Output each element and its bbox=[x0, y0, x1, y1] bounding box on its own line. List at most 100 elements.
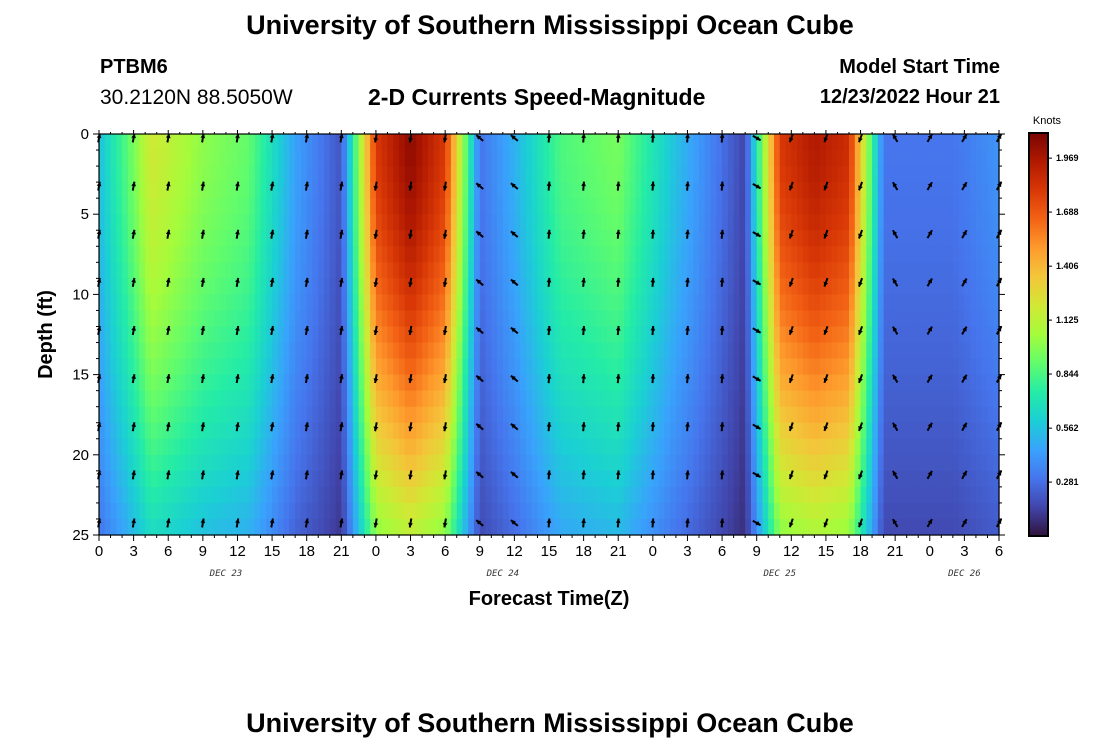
current-arrow-head bbox=[408, 185, 413, 191]
heatmap-cell bbox=[393, 502, 400, 520]
heatmap-cell bbox=[808, 182, 815, 199]
heatmap-cell bbox=[704, 134, 712, 151]
heatmap-cell bbox=[404, 438, 412, 456]
heatmap-cell bbox=[260, 438, 267, 456]
heatmap-cell bbox=[543, 214, 550, 231]
heatmap-cell bbox=[139, 342, 146, 360]
heatmap-cell bbox=[675, 374, 683, 392]
heatmap-cell bbox=[595, 390, 602, 408]
heatmap-cell bbox=[335, 310, 342, 328]
heatmap-cell bbox=[895, 374, 902, 392]
heatmap-cell bbox=[889, 454, 896, 472]
footer-title: University of Southern Mississippi Ocean… bbox=[246, 708, 854, 738]
heatmap-cell bbox=[970, 518, 977, 536]
heatmap-cell bbox=[577, 374, 585, 392]
current-arrow-head bbox=[373, 282, 379, 287]
heatmap-cell bbox=[670, 390, 677, 408]
heatmap-cell bbox=[820, 134, 827, 151]
heatmap-cell bbox=[364, 502, 371, 520]
heatmap-cell bbox=[745, 406, 752, 424]
heatmap-cell bbox=[341, 518, 348, 536]
heatmap-cell bbox=[664, 182, 671, 199]
heatmap-cell bbox=[774, 358, 781, 376]
heatmap-cell bbox=[549, 358, 556, 376]
heatmap-cell bbox=[900, 198, 908, 215]
heatmap-cell bbox=[906, 246, 914, 263]
heatmap-cell bbox=[422, 502, 429, 520]
heatmap-cell bbox=[260, 278, 267, 295]
heatmap-cell bbox=[612, 230, 619, 247]
heatmap-cell bbox=[479, 486, 487, 504]
heatmap-cell bbox=[220, 422, 227, 440]
heatmap-cell bbox=[814, 374, 821, 392]
heatmap-cell bbox=[618, 438, 625, 456]
heatmap-cell bbox=[808, 502, 815, 520]
heatmap-cell bbox=[658, 454, 665, 472]
current-arrow-head bbox=[581, 229, 586, 235]
heatmap-cell bbox=[104, 246, 112, 263]
heatmap-cell bbox=[520, 326, 527, 344]
heatmap-cell bbox=[277, 502, 285, 520]
heatmap-cell bbox=[410, 294, 417, 312]
heatmap-cell bbox=[370, 262, 377, 279]
heatmap-cell bbox=[820, 262, 827, 279]
heatmap-cell bbox=[393, 342, 400, 360]
heatmap-cell bbox=[508, 406, 515, 424]
heatmap-cell bbox=[935, 182, 942, 199]
heatmap-cell bbox=[468, 502, 475, 520]
heatmap-cell bbox=[312, 374, 319, 392]
current-arrow-head bbox=[373, 330, 379, 335]
heatmap-cell bbox=[295, 134, 302, 151]
heatmap-cell bbox=[831, 134, 839, 151]
heatmap-cell bbox=[612, 486, 619, 504]
heatmap-cell bbox=[924, 438, 931, 456]
heatmap-cell bbox=[964, 150, 971, 167]
heatmap-cell bbox=[450, 454, 458, 472]
heatmap-cell bbox=[150, 166, 158, 183]
heatmap-cell bbox=[289, 374, 296, 392]
heatmap-cell bbox=[514, 422, 521, 440]
current-arrow-head bbox=[581, 133, 586, 139]
heatmap-cell bbox=[375, 470, 383, 488]
heatmap-cell bbox=[687, 150, 694, 167]
heatmap-cell bbox=[474, 326, 481, 344]
heatmap-cell bbox=[906, 198, 914, 215]
current-arrow-head bbox=[962, 470, 967, 476]
heatmap-cell bbox=[554, 294, 562, 312]
heatmap-cell bbox=[208, 422, 215, 440]
heatmap-cell bbox=[399, 230, 406, 247]
current-arrow-head bbox=[858, 474, 863, 480]
heatmap-cell bbox=[479, 470, 487, 488]
heatmap-cell bbox=[445, 198, 452, 215]
heatmap-cell bbox=[583, 454, 590, 472]
heatmap-cell bbox=[664, 230, 671, 247]
heatmap-cell bbox=[254, 342, 262, 360]
heatmap-cell bbox=[877, 470, 885, 488]
heatmap-cell bbox=[162, 374, 169, 392]
heatmap-cell bbox=[531, 422, 539, 440]
heatmap-cell bbox=[139, 326, 146, 344]
heatmap-cell bbox=[572, 294, 579, 312]
heatmap-cell bbox=[600, 182, 608, 199]
heatmap-cell bbox=[439, 486, 446, 504]
heatmap-cell bbox=[831, 486, 839, 504]
heatmap-cell bbox=[312, 454, 319, 472]
heatmap-cell bbox=[600, 406, 608, 424]
heatmap-cell bbox=[589, 278, 596, 295]
heatmap-cell bbox=[474, 390, 481, 408]
heatmap-cell bbox=[895, 390, 902, 408]
heatmap-cell bbox=[416, 438, 423, 456]
heatmap-cell bbox=[652, 358, 660, 376]
heatmap-cell bbox=[214, 182, 221, 199]
heatmap-cell bbox=[450, 166, 458, 183]
heatmap-cell bbox=[549, 454, 556, 472]
heatmap-cell bbox=[831, 310, 839, 328]
heatmap-cell bbox=[450, 374, 458, 392]
heatmap-cell bbox=[318, 310, 325, 328]
heatmap-cell bbox=[537, 342, 544, 360]
heatmap-cell bbox=[508, 342, 515, 360]
current-arrow-head bbox=[269, 326, 275, 331]
heatmap-cell bbox=[935, 406, 942, 424]
heatmap-cell bbox=[849, 310, 856, 328]
heatmap-cell bbox=[370, 422, 377, 440]
